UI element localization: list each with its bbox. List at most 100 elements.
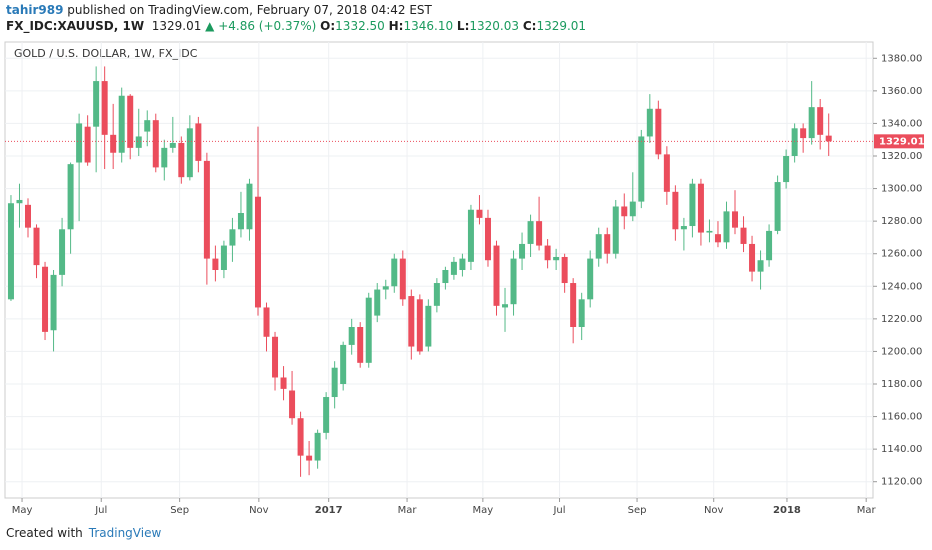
published: published on TradingView.com, February 0…	[63, 3, 432, 17]
candle-body	[127, 95, 134, 148]
candle-body	[493, 245, 500, 306]
candle-body	[408, 296, 415, 347]
y-tick-label: 1200.00	[881, 346, 922, 357]
candle-body	[93, 81, 100, 127]
candle-body	[272, 336, 279, 378]
chart-title: GOLD / U.S. DOLLAR, 1W, FX_IDC	[14, 47, 198, 60]
header-line: tahir989 published on TradingView.com, F…	[6, 3, 432, 17]
candle-body	[544, 245, 551, 261]
candle-body	[621, 206, 628, 217]
candle-body	[306, 455, 313, 461]
candle-body	[510, 258, 517, 305]
candle-body	[825, 135, 832, 142]
y-tick-label: 1220.00	[881, 314, 922, 325]
candle-body	[212, 258, 219, 270]
l: 1320.03	[469, 19, 519, 33]
candle-body	[161, 147, 168, 168]
candle-body	[800, 128, 807, 139]
y-tick-label: 1280.00	[881, 216, 922, 227]
candle-body	[348, 327, 355, 345]
x-tick-label: Nov	[704, 505, 724, 516]
candle-body	[391, 258, 398, 287]
last-price-box	[874, 134, 924, 149]
h-label: H:	[388, 19, 404, 33]
candle-body	[749, 243, 756, 272]
candle-body	[399, 258, 406, 300]
candle-body	[340, 344, 347, 384]
candle-body	[706, 230, 713, 233]
candle-body	[42, 266, 49, 332]
h: 1346.10	[403, 19, 454, 33]
y-tick-label: 1380.00	[881, 53, 922, 64]
x-tick-label: Sep	[628, 505, 647, 516]
candle-body	[536, 221, 543, 246]
candle-body	[365, 297, 372, 363]
candle-body	[527, 221, 534, 244]
candle-body	[186, 128, 193, 178]
brand[interactable]: TradingView	[88, 526, 162, 540]
candle-body	[357, 327, 364, 363]
candle-body	[578, 299, 585, 327]
candle-body	[24, 204, 31, 228]
candle-body	[553, 256, 560, 261]
x-tick-label: Mar	[857, 505, 877, 516]
candle-body	[67, 164, 74, 230]
candle-body	[118, 95, 125, 153]
footer: Created with TradingView	[6, 526, 161, 540]
candle-body	[425, 305, 432, 347]
candle-body	[374, 289, 381, 316]
plot-frame	[4, 41, 874, 499]
candle-body	[450, 261, 457, 275]
candle-body	[604, 234, 611, 254]
candle-body	[655, 108, 662, 155]
candle-body	[476, 209, 483, 218]
x-tick-label: Mar	[398, 505, 418, 516]
candle-body	[570, 283, 577, 327]
candle-body	[50, 274, 57, 331]
header-line: FX_IDC:XAUUSD, 1W 1329.01 ▲ +4.86 (+0.37…	[6, 19, 586, 33]
candle-body	[783, 156, 790, 183]
candle-body	[237, 213, 244, 230]
y-tick-label: 1240.00	[881, 281, 922, 292]
l-label: L:	[456, 19, 470, 33]
y-tick-label: 1160.00	[881, 412, 922, 423]
candle-body	[59, 229, 66, 275]
y-tick-label: 1320.00	[881, 151, 922, 162]
candle-body	[680, 226, 687, 230]
candle-body	[561, 256, 568, 284]
candle-body	[16, 199, 23, 204]
candle-body	[723, 211, 730, 243]
candle-body	[220, 245, 227, 270]
candle-body	[254, 196, 261, 308]
candle-body	[646, 108, 653, 137]
candle-body	[595, 234, 602, 259]
y-tick-label: 1260.00	[881, 249, 922, 260]
candle-body	[33, 227, 40, 266]
o-label: O:	[320, 19, 336, 33]
candle-body	[152, 120, 159, 168]
candle-body	[766, 230, 773, 261]
y-tick-label: 1340.00	[881, 118, 922, 129]
x-tick-label: Nov	[249, 505, 269, 516]
candle-body	[484, 217, 491, 261]
candle-body	[740, 227, 747, 244]
candle-body	[689, 183, 696, 227]
candle-body	[612, 206, 619, 254]
candle-body	[714, 234, 721, 243]
candle-body	[195, 123, 202, 161]
candle-body	[808, 107, 815, 139]
last-price-label: 1329.01	[879, 136, 925, 147]
user[interactable]: tahir989	[6, 3, 64, 17]
candle-body	[280, 377, 287, 389]
candle-body	[169, 142, 176, 148]
x-tick-label: Jul	[552, 505, 565, 516]
candle-body	[757, 260, 764, 272]
candle-body	[672, 191, 679, 230]
candle-body	[314, 432, 321, 461]
candle-body	[502, 304, 509, 308]
candle-body	[229, 229, 236, 246]
y-tick-label: 1140.00	[881, 444, 922, 455]
candle-body	[416, 299, 423, 352]
y-tick-label: 1360.00	[881, 86, 922, 97]
